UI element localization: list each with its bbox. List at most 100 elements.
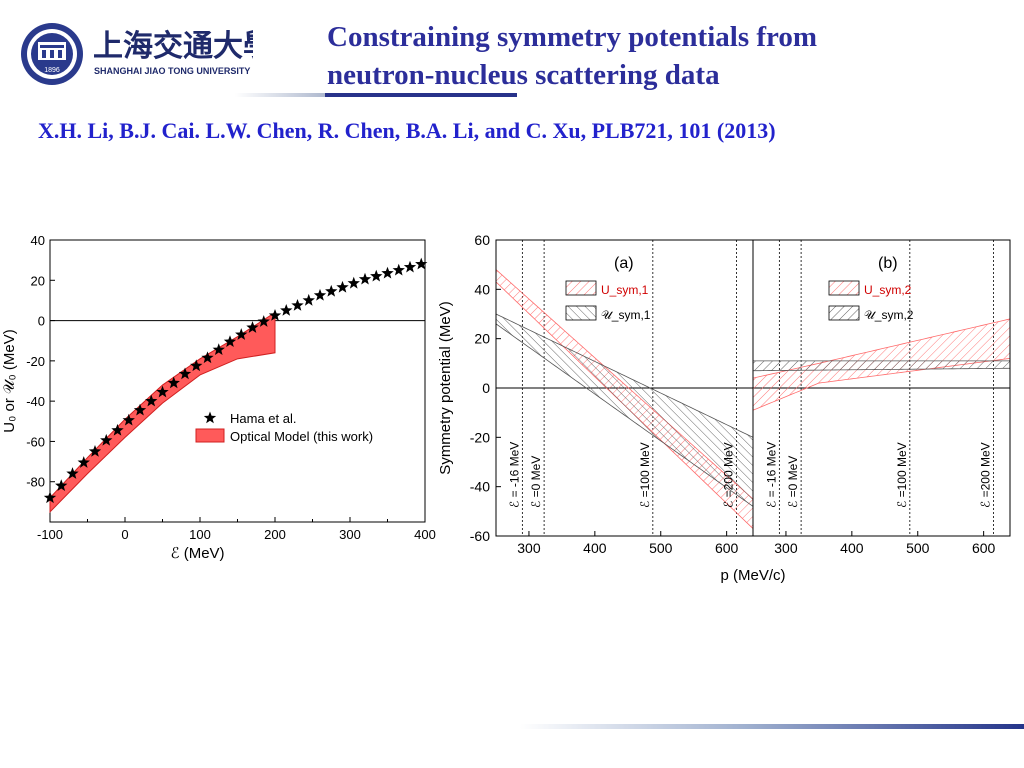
energy-marker-label: ℰ =200 MeV — [722, 442, 736, 508]
y-tick-label: 0 — [38, 314, 45, 329]
hama-data-point — [415, 257, 428, 270]
legend-label-optical: Optical Model (this work) — [230, 429, 373, 444]
x-axis-label: ℰ (MeV) — [170, 545, 224, 562]
panel-frame — [752, 239, 1011, 537]
y-tick-label: -20 — [470, 429, 490, 445]
hama-data-point — [358, 272, 372, 285]
y-tick-label: 40 — [474, 281, 490, 297]
hama-data-point — [43, 491, 57, 504]
x-tick-label: 100 — [189, 527, 211, 542]
hama-data-point — [302, 293, 315, 306]
legend-label-hama: Hama et al. — [230, 411, 296, 426]
hama-data-point — [111, 423, 124, 436]
x-axis-label: p (MeV/c) — [720, 567, 785, 584]
y-tick-label: -60 — [470, 528, 490, 544]
citation: X.H. Li, B.J. Cai. L.W. Chen, R. Chen, B… — [38, 118, 776, 143]
hama-data-point — [122, 413, 135, 426]
hama-data-point — [235, 328, 248, 340]
x-tick-label: 0 — [121, 527, 128, 542]
hama-data-point — [313, 288, 327, 301]
x-tick-label: 500 — [649, 540, 673, 556]
energy-marker-label: ℰ =200 MeV — [979, 442, 993, 508]
x-tick-label: 600 — [972, 540, 996, 556]
hama-data-point — [291, 298, 304, 311]
hama-data-point — [133, 403, 147, 416]
x-tick-label: 400 — [414, 527, 436, 542]
y-tick-label: 60 — [474, 232, 490, 248]
hama-data-point — [66, 467, 79, 479]
y-tick-label: -80 — [26, 475, 45, 490]
hama-data-point — [100, 433, 113, 446]
optical-model-band — [49, 311, 276, 514]
legend-swatch-red — [828, 280, 860, 296]
y-tick-label: 40 — [31, 233, 45, 248]
y-tick-label: 0 — [482, 380, 490, 396]
hama-data-point — [212, 343, 225, 356]
legend-label-u-sym: U_sym,2 — [864, 283, 912, 297]
hama-data-point — [370, 269, 383, 282]
y-tick-label: 20 — [31, 273, 45, 288]
hama-data-point — [190, 359, 203, 372]
hama-data-point — [246, 321, 259, 333]
hama-data-point — [257, 315, 270, 327]
logo-chinese-name: 上海交通大學 — [93, 29, 253, 63]
logo-seal-year: 1896 — [44, 67, 60, 74]
y-axis-label: U₀ or 𝒰₀ (MeV) — [1, 329, 18, 432]
hama-data-point — [167, 376, 180, 389]
x-tick-label: 300 — [517, 540, 541, 556]
x-tick-label: 300 — [339, 527, 361, 542]
y-tick-label: -20 — [26, 354, 45, 369]
hama-data-point — [145, 394, 158, 407]
panel-b-plot-area — [753, 240, 1010, 536]
plot-frame — [49, 239, 426, 523]
energy-marker-label: ℰ =100 MeV — [895, 442, 909, 508]
hama-data-point — [156, 385, 169, 398]
legend-band-swatch — [195, 428, 225, 443]
legend-star-icon — [203, 411, 217, 424]
legend-label-script-u-sym: 𝒰_sym,1 — [601, 308, 651, 322]
hama-data-point — [55, 479, 68, 491]
university-logo: 1896 上海交通大學 SHANGHAI JIAO TONG UNIVERSIT… — [21, 23, 253, 85]
figure-right-symmetry-potential: ℰ = -16 MeV ℰ =0 MeV ℰ =100 MeV ℰ =200 MeV (… — [437, 232, 1011, 584]
title-line-2: neutron-nucleus scattering data — [327, 59, 720, 91]
hama-data-point — [280, 304, 293, 316]
energy-marker-label: ℰ =0 MeV — [786, 456, 800, 508]
x-tick-label: 500 — [906, 540, 930, 556]
x-tick-label: 200 — [264, 527, 286, 542]
script-u-sym-band — [496, 313, 753, 507]
hama-data-point — [336, 280, 349, 293]
y-tick-label: -60 — [26, 434, 45, 449]
energy-marker-label: ℰ =100 MeV — [638, 442, 652, 508]
hama-data-point — [403, 260, 417, 273]
y-tick-label: -40 — [470, 479, 490, 495]
legend-swatch-red — [565, 280, 597, 296]
panel-a-plot-area — [496, 240, 753, 536]
hama-data-point — [201, 351, 214, 364]
energy-marker-label: ℰ = -16 MeV — [507, 442, 521, 508]
legend-swatch-grey — [828, 305, 860, 321]
hama-data-point — [223, 335, 237, 347]
x-tick-label: 600 — [715, 540, 739, 556]
legend-label-u-sym: U_sym,1 — [601, 283, 649, 297]
energy-marker-label: ℰ = -16 MeV — [764, 442, 778, 508]
x-tick-label: -100 — [37, 527, 63, 542]
x-tick-label: 300 — [774, 540, 798, 556]
hama-data-point — [325, 284, 338, 297]
hama-data-point — [88, 445, 102, 457]
script-u-sym-band — [753, 360, 1010, 372]
header-rule-accent — [325, 93, 517, 97]
hama-data-point — [347, 276, 360, 289]
slide-title: Constraining symmetry potentials from ne… — [327, 18, 967, 94]
hama-data-point — [77, 456, 90, 468]
hama-data-point — [268, 309, 282, 321]
x-tick-label: 400 — [840, 540, 864, 556]
x-tick-label: 400 — [583, 540, 607, 556]
logo-english-name: SHANGHAI JIAO TONG UNIVERSITY — [94, 66, 250, 76]
y-tick-label: 20 — [474, 331, 490, 347]
energy-marker-label: ℰ =0 MeV — [529, 456, 543, 508]
hama-data-point — [392, 263, 405, 276]
legend-label-script-u-sym: 𝒰_sym,2 — [864, 308, 914, 322]
title-line-1: Constraining symmetry potentials from — [327, 21, 818, 53]
panel-label: (b) — [878, 255, 898, 272]
